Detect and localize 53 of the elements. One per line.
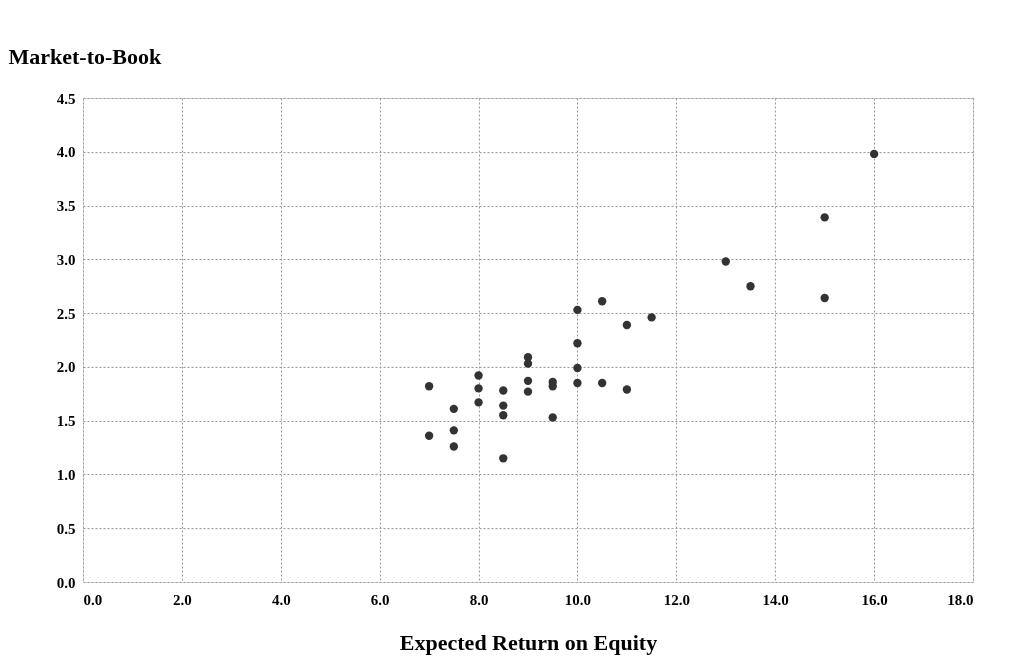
point — [424, 431, 434, 440]
point — [424, 382, 434, 391]
x-axis-title: Expected Return on Equity — [399, 629, 658, 655]
point — [499, 401, 508, 410]
y-tick-label: 2.5 — [56, 305, 76, 322]
x-tick-label: 18.0 — [947, 591, 974, 608]
point — [523, 387, 533, 396]
x-tick-label: 2.0 — [173, 591, 192, 608]
point — [474, 371, 483, 380]
point — [647, 313, 656, 322]
point — [573, 363, 582, 373]
y-tick-label: 3.5 — [56, 198, 76, 215]
x-tick-label: 0.0 — [83, 591, 103, 608]
point — [523, 359, 533, 368]
point — [746, 282, 755, 291]
x-tick-label: 16.0 — [861, 591, 888, 608]
y-tick-label: 3.0 — [56, 251, 76, 268]
point — [523, 376, 533, 386]
x-tick-label: 14.0 — [762, 591, 789, 608]
point — [499, 411, 508, 420]
y-tick-label: 1.5 — [56, 413, 76, 430]
point — [869, 149, 879, 159]
point — [449, 404, 459, 414]
y-tick-label: 1.0 — [56, 466, 76, 483]
point — [499, 386, 508, 395]
y-tick-label: 2.0 — [56, 359, 76, 376]
point — [820, 213, 829, 222]
y-tick-label: 4.5 — [56, 90, 76, 107]
point — [597, 297, 607, 306]
point — [573, 339, 582, 348]
point — [548, 413, 557, 422]
x-tick-label: 6.0 — [370, 591, 390, 608]
y-tick-label: 0.0 — [56, 574, 76, 591]
point — [499, 454, 508, 463]
point — [721, 257, 730, 266]
point — [449, 426, 459, 435]
x-tick-label: 4.0 — [271, 591, 291, 608]
point — [622, 320, 632, 330]
point — [597, 378, 607, 388]
point — [474, 384, 483, 393]
y-tick-label: 4.0 — [56, 144, 76, 161]
point — [573, 378, 582, 388]
point — [622, 385, 632, 394]
point — [449, 442, 459, 451]
y-tick-label: 0.5 — [56, 520, 76, 537]
point — [548, 382, 557, 391]
point — [820, 293, 829, 303]
y-axis-title: Market-to-Book — [8, 43, 163, 69]
point — [474, 398, 483, 407]
point — [573, 305, 582, 315]
x-tick-label: 10.0 — [564, 591, 592, 608]
x-tick-label: 12.0 — [663, 591, 690, 608]
x-tick-label: 8.0 — [469, 591, 489, 608]
